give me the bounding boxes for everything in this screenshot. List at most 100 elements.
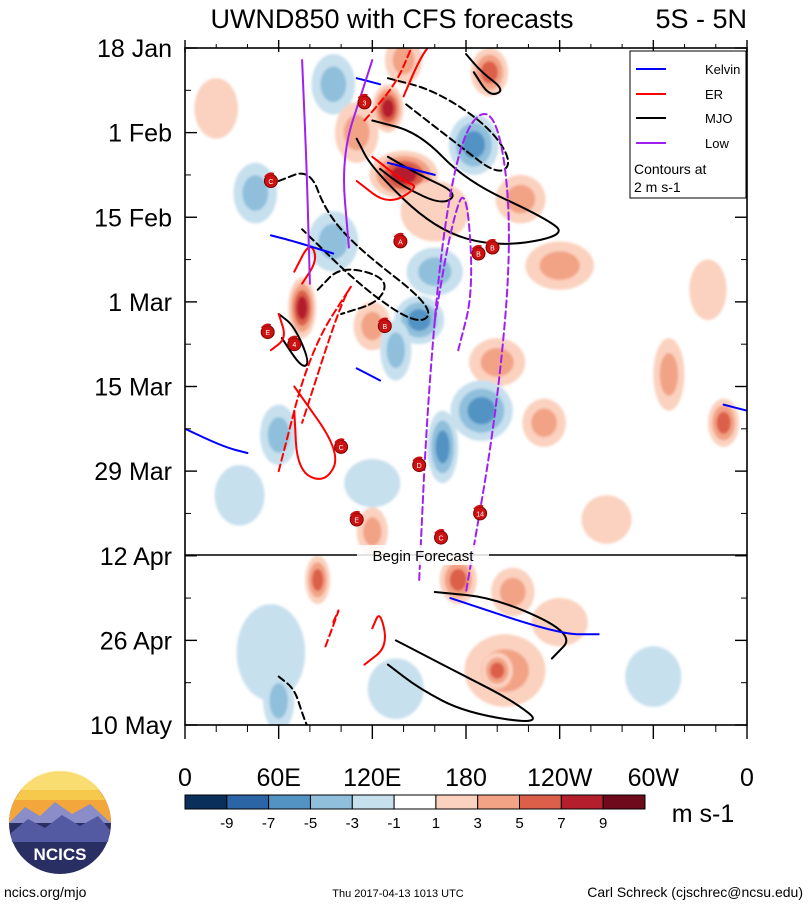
region-label: 5S - 5N <box>655 4 747 34</box>
colorbar-label-8: 7 <box>557 815 565 832</box>
anomaly-20-band-2 <box>467 397 496 425</box>
storm-marker-0: 3 <box>357 93 372 110</box>
legend-note-line1: Contours at <box>634 161 706 177</box>
contour-kelvin-19 <box>355 77 382 86</box>
ncics-logo: NCICS <box>9 770 111 874</box>
contour-er-16 <box>363 48 413 122</box>
contour-kelvin-20 <box>386 161 436 176</box>
contour-er-15 <box>363 615 386 666</box>
contour-er-10 <box>402 48 429 98</box>
svg-text:14: 14 <box>476 511 484 518</box>
anomaly-35-band-0 <box>367 658 424 719</box>
anomaly-10-band-1 <box>242 175 269 211</box>
contour-kelvin-23 <box>185 427 249 454</box>
anomaly-12-band-1 <box>539 251 580 280</box>
colorbar-swatch-7 <box>477 794 521 810</box>
contour-kelvin-21 <box>269 234 335 255</box>
anomaly-26-band-0 <box>214 465 265 526</box>
storm-marker-11: 14 <box>473 504 488 521</box>
x-tick-label-3: 180 <box>445 764 487 792</box>
contour-low-27 <box>343 59 374 249</box>
anomaly-17-band-1 <box>386 332 405 369</box>
anomaly-32-band-1 <box>269 683 288 719</box>
svg-text:3: 3 <box>363 100 367 107</box>
contour-kelvin-22 <box>355 367 382 382</box>
anomaly-13-band-1 <box>418 257 452 287</box>
colorbar-swatch-4 <box>351 794 395 810</box>
anomaly-23-band-1 <box>267 417 290 453</box>
logo-text: NCICS <box>34 845 87 864</box>
x-tick-label-0: 0 <box>178 764 192 792</box>
storm-marker-5: E <box>260 323 275 340</box>
footer-website: ncics.org/mjo <box>4 884 87 900</box>
colorbar-label-3: -3 <box>346 815 359 832</box>
colorbar-label-4: -1 <box>387 815 400 832</box>
y-tick-label-1: 1 Feb <box>108 120 172 148</box>
storm-marker-9: D <box>412 456 427 473</box>
anomaly-19-band-1 <box>480 348 514 377</box>
colorbar-swatch-9 <box>560 794 604 810</box>
anomaly-15-band-1 <box>361 311 384 341</box>
anomaly-21-band-2 <box>435 430 450 464</box>
y-tick-label-4: 15 Mar <box>94 374 172 402</box>
svg-text:D: D <box>417 463 422 470</box>
colorbar-label-0: -9 <box>220 815 233 832</box>
colorbar-label-2: -5 <box>304 815 317 832</box>
forecast-label: Begin Forecast <box>373 548 475 565</box>
y-tick-label-3: 1 Mar <box>108 289 172 317</box>
contour-mjo-5 <box>316 268 386 315</box>
contour-er-17 <box>277 285 352 473</box>
anomaly-37-band-0 <box>531 598 588 647</box>
colorbar-label-6: 3 <box>474 815 482 832</box>
footer-author: Carl Schreck (cjschrec@ncsu.edu) <box>587 884 803 900</box>
colorbar-swatch-8 <box>519 794 562 810</box>
colorbar-units: m s-1 <box>672 800 735 828</box>
y-tick-label-2: 15 Feb <box>94 204 172 232</box>
contour-er-18 <box>324 609 340 648</box>
anomaly-36-band-0 <box>625 646 682 707</box>
anomaly-28-band-2 <box>449 568 467 591</box>
forecast-label-bg <box>357 545 489 565</box>
anomaly-38-band-0 <box>689 259 727 321</box>
anomaly-2-band-1 <box>392 48 415 75</box>
contour-low-28 <box>418 112 510 593</box>
anomaly-9-band-1 <box>505 184 536 214</box>
contour-mjo-6 <box>277 313 309 367</box>
contour-er-13 <box>293 385 337 480</box>
svg-text:E: E <box>265 330 270 337</box>
x-tick-label-5: 60W <box>628 764 680 792</box>
anomaly-39-band-0 <box>581 495 632 544</box>
colorbar-label-7: 5 <box>515 815 523 832</box>
colorbar-swatch-3 <box>310 794 353 810</box>
storm-marker-3: B <box>471 244 486 261</box>
contour-kelvin-25 <box>722 403 747 412</box>
contour-low-29 <box>433 196 473 352</box>
svg-text:B: B <box>382 324 387 331</box>
anomaly-5-band-2 <box>462 131 486 159</box>
colorbar-label-9: 9 <box>599 815 607 832</box>
x-tick-label-6: 0 <box>740 764 754 792</box>
storm-marker-1: C <box>263 172 278 188</box>
svg-text:4: 4 <box>292 342 296 349</box>
contour-mjo-1 <box>379 155 454 203</box>
colorbar-swatch-1 <box>226 794 270 810</box>
storm-marker-10: E <box>349 510 364 527</box>
x-tick-label-2: 120E <box>343 764 401 792</box>
colorbar-swatch-0 <box>184 794 228 810</box>
storm-marker-2: A <box>393 232 408 249</box>
legend-label-kelvin: Kelvin <box>705 62 740 77</box>
y-tick-label-8: 10 May <box>90 712 172 740</box>
y-tick-label-7: 26 Apr <box>100 627 172 655</box>
svg-text:C: C <box>438 536 443 543</box>
anomaly-25-band-0 <box>344 459 401 508</box>
anomaly-4-band-1 <box>343 114 370 151</box>
colorbar-label-1: -7 <box>262 815 275 832</box>
legend-label-mjo: MJO <box>705 111 732 126</box>
legend-label-er: ER <box>705 87 723 102</box>
svg-text:C: C <box>339 445 344 452</box>
contour-kelvin-24 <box>449 597 600 636</box>
storm-marker-7: B <box>377 317 392 334</box>
contour-er-14 <box>269 313 285 352</box>
contour-low-26 <box>301 59 311 285</box>
anomaly-0-band-0 <box>194 78 238 139</box>
